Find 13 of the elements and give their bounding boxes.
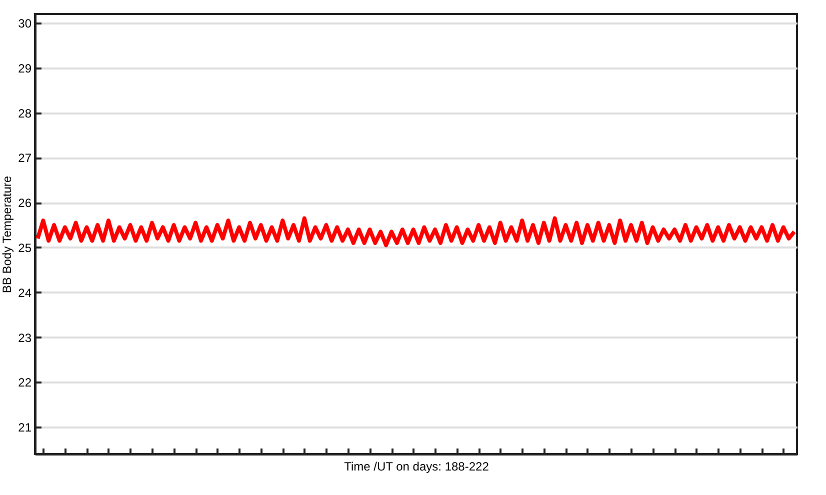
y-tick-label: 28: [18, 106, 32, 120]
x-axis-title: Time /UT on days: 188-222: [344, 460, 490, 474]
y-tick-label: 22: [18, 376, 32, 390]
line-series: [36, 216, 796, 248]
y-tick-label: 21: [18, 420, 32, 435]
y-tick-label: 26: [18, 196, 32, 210]
y-tick-label: 24: [18, 286, 32, 300]
y-axis-title: BB Body Temperature: [0, 176, 14, 294]
y-tick-label: 23: [18, 330, 32, 345]
y-tick-label: 25: [18, 240, 32, 255]
y-tick-label: 29: [18, 61, 32, 76]
y-tick-label: 27: [18, 151, 32, 166]
y-tick-label: 30: [18, 16, 32, 30]
